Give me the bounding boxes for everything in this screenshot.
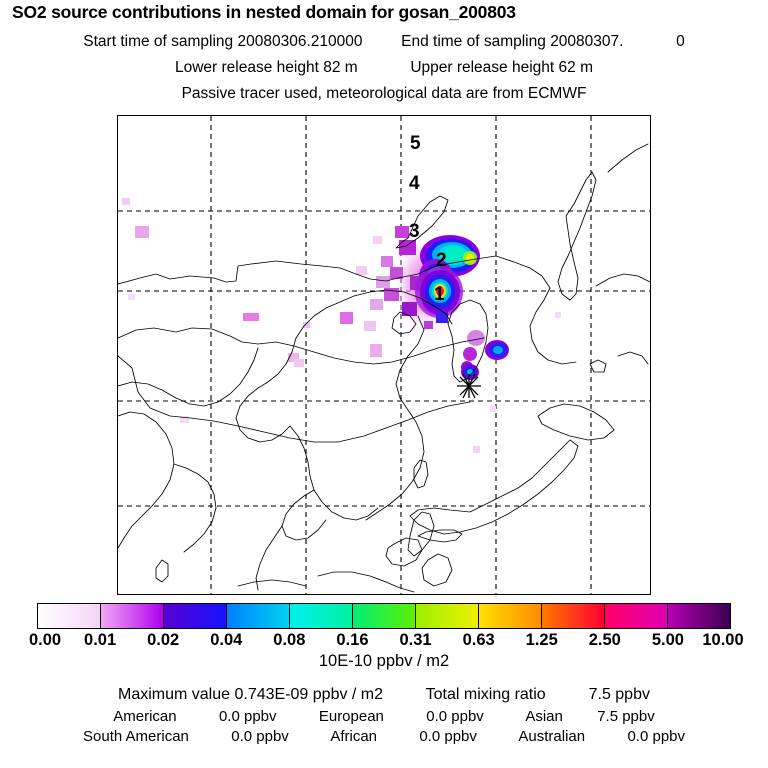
colorbar-tick-2: 0.02: [147, 631, 180, 649]
colorbar-segment-2: [164, 604, 227, 628]
colorbar-unit-label: 10E-10 ppbv / m2: [318, 652, 450, 670]
map-gridlines: [118, 116, 650, 594]
colorbar-segment-8: [542, 604, 605, 628]
footer-row-regions-1: American 0.0 ppbv European 0.0 ppbv Asia…: [0, 708, 768, 725]
start-time-value: 20080306.210000: [237, 33, 363, 50]
colorbar-tick-3: 0.04: [210, 631, 243, 649]
region-value-european: 0.0 ppbv: [426, 708, 484, 725]
lower-release-value: 82 m: [323, 59, 358, 76]
colorbar-segment-10: [668, 604, 730, 628]
total-mixing-ratio-value: 7.5 ppbv: [588, 686, 650, 703]
colorbar-segment-4: [290, 604, 353, 628]
region-label-asian: Asian: [525, 708, 563, 725]
receptor-marker: [457, 373, 481, 399]
colorbar-tick-6: 0.31: [399, 631, 432, 649]
region-value-south-american: 0.0 ppbv: [231, 728, 289, 745]
coastlines: [118, 143, 650, 593]
colorbar-segment-3: [227, 604, 290, 628]
map-plot-area: 1 2 3 4 5: [117, 115, 651, 595]
footer-row-regions-2: South American 0.0 ppbv African 0.0 ppbv…: [0, 728, 768, 745]
colorbar-tick-4: 0.08: [273, 631, 306, 649]
region-label-american: American: [113, 708, 177, 725]
region-label-australian: Australian: [518, 728, 586, 745]
colorbar-tick-7: 0.63: [462, 631, 495, 649]
region-value-american: 0.0 ppbv: [218, 708, 277, 725]
trajectory-labels: 1 2 3 4 5: [409, 133, 447, 305]
colorbar-segment-1: [101, 604, 164, 628]
end-time-value: 20080307.: [550, 33, 624, 50]
map-svg: 1 2 3 4 5: [118, 116, 650, 594]
colorbar-segment-6: [416, 604, 479, 628]
region-value-asian: 7.5 ppbv: [597, 708, 655, 725]
colorbar-segment-0: [38, 604, 101, 628]
statistics-footer: Maximum value 0.743E-09 ppbv / m2 Total …: [0, 686, 768, 748]
colorbar-segment-9: [605, 604, 668, 628]
colorbar-tick-8: 1.25: [525, 631, 558, 649]
tracer-note: Passive tracer used, meteorological data…: [181, 85, 587, 102]
lower-release-label: Lower release height: [175, 59, 319, 76]
colorbar-tick-11: 10.00: [702, 631, 744, 649]
colorbar-tick-0: 0.00: [28, 631, 62, 649]
release-height-line: Lower release height 82 m Upper release …: [0, 59, 768, 77]
footer-row-totals: Maximum value 0.743E-09 ppbv / m2 Total …: [0, 686, 768, 704]
colorbar-segment-7: [479, 604, 542, 628]
total-mixing-ratio-label: Total mixing ratio: [425, 686, 546, 703]
region-label-european: European: [318, 708, 384, 725]
max-value-label: Maximum value: [118, 686, 231, 703]
trajectory-label-5: 5: [410, 133, 421, 154]
trajectory-label-2: 2: [436, 250, 447, 271]
colorbar-ticks: 0.00 0.01 0.02 0.04 0.08 0.16 0.31 0.63 1.25 2.50…: [0, 631, 768, 653]
max-value: 0.743E-09 ppbv / m2: [234, 686, 384, 703]
colorbar: [37, 603, 731, 629]
region-label-african: African: [330, 728, 377, 745]
concentration-field: [122, 198, 561, 453]
colorbar-tick-9: 2.50: [588, 631, 621, 649]
region-value-african: 0.0 ppbv: [419, 728, 477, 745]
region-label-south-american: South American: [83, 728, 189, 745]
map-canvas: 1 2 3 4 5: [118, 116, 650, 594]
sampling-time-line: Start time of sampling 20080306.210000 E…: [0, 33, 768, 51]
colorbar-tick-5: 0.16: [336, 631, 369, 649]
upper-release-label: Upper release height: [410, 59, 555, 76]
end-time-label: End time of sampling: [401, 33, 546, 50]
page-title: SO2 source contributions in nested domai…: [12, 2, 516, 22]
region-value-australian: 0.0 ppbv: [627, 728, 685, 745]
trajectory-label-4: 4: [409, 173, 420, 194]
trajectory-label-3: 3: [409, 221, 420, 242]
colorbar-segment-5: [353, 604, 416, 628]
colorbar-tick-1: 0.01: [84, 631, 117, 649]
start-time-label: Start time of sampling: [83, 33, 234, 50]
end-time-value-second: 0: [676, 33, 685, 50]
trajectory-label-1: 1: [434, 284, 445, 305]
upper-release-value: 62 m: [558, 59, 593, 76]
colorbar-tick-10: 5.00: [651, 631, 684, 649]
